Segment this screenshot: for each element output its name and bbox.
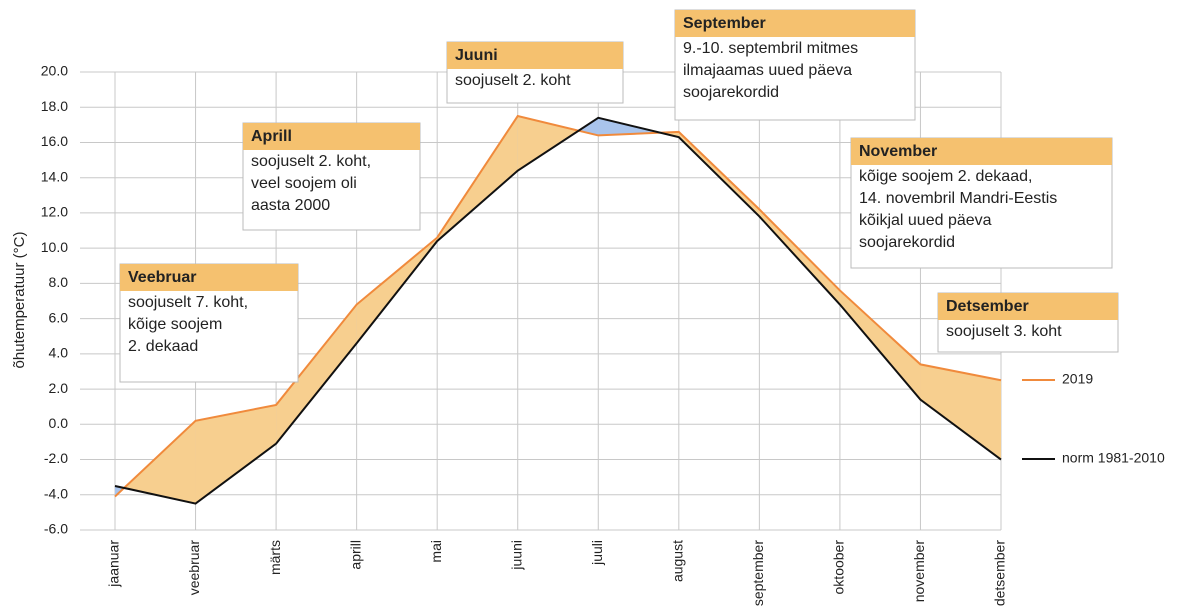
annotation-text: soojuselt 2. koht, — [251, 153, 371, 170]
annotation-text: soojuselt 7. koht, — [128, 294, 248, 311]
annotation-text: kõige soojem — [128, 316, 222, 333]
y-tick-label: 14.0 — [41, 168, 68, 184]
line-series — [114, 116, 1002, 505]
y-tick-label: 10.0 — [41, 239, 68, 255]
y-axis-label: õhutemperatuur (°C) — [11, 232, 28, 369]
y-tick-label: 8.0 — [49, 274, 69, 290]
legend-label: norm 1981-2010 — [1062, 450, 1165, 466]
y-tick-label: 2.0 — [49, 380, 69, 396]
annotation-text: aasta 2000 — [251, 197, 330, 214]
x-tick-label: juuli — [589, 540, 605, 566]
annotation-header — [938, 293, 1118, 320]
x-tick-label: detsember — [992, 540, 1008, 606]
annotation-text: soojarekordid — [859, 234, 955, 251]
x-tick-label: märts — [267, 540, 283, 575]
difference-area — [195, 404, 277, 504]
difference-area — [517, 116, 579, 171]
x-tick-label: september — [750, 540, 766, 606]
x-tick-label: mai — [428, 540, 444, 563]
x-tick-label: august — [670, 540, 686, 582]
x-tick-label: jaanuar — [106, 540, 122, 588]
annotation-text: 14. novembril Mandri-Eestis — [859, 190, 1057, 207]
y-tick-label: 20.0 — [41, 63, 68, 79]
annotation-title: Juuni — [455, 47, 498, 64]
legend-label: 2019 — [1062, 371, 1093, 387]
annotation-title: Detsember — [946, 298, 1029, 315]
y-tick-label: 6.0 — [49, 309, 69, 325]
annotation-text: 2. dekaad — [128, 338, 198, 355]
x-tick-label: juuni — [508, 540, 524, 571]
x-tick-label: aprill — [347, 540, 363, 570]
annotation-header — [851, 138, 1112, 165]
annotation-header — [447, 42, 623, 69]
annotation-text: kõige soojem 2. dekaad, — [859, 168, 1032, 185]
annotation-text: soojuselt 2. koht — [455, 72, 571, 89]
annotation-header — [675, 10, 915, 37]
annotation-title: September — [683, 15, 766, 32]
x-tick-label: veebruar — [186, 540, 202, 596]
annotation-title: Aprill — [251, 128, 292, 145]
y-tick-label: -4.0 — [44, 485, 68, 501]
annotation-title: November — [859, 143, 937, 160]
annotation-text: kõikjal uued päeva — [859, 212, 992, 229]
y-tick-label: 16.0 — [41, 133, 68, 149]
x-tick-label: oktoober — [831, 540, 847, 595]
difference-area — [839, 290, 921, 400]
difference-area — [920, 364, 1001, 460]
y-tick-label: 12.0 — [41, 204, 68, 220]
difference-area — [124, 420, 196, 504]
y-tick-label: -6.0 — [44, 521, 68, 537]
difference-area — [276, 304, 357, 444]
difference-area — [759, 209, 840, 305]
y-tick-label: 0.0 — [49, 415, 69, 431]
annotation-text: ilmajaamas uued päeva — [683, 62, 852, 79]
line-series — [114, 114, 1002, 498]
annotation-text: soojuselt 3. koht — [946, 323, 1062, 340]
x-tick-label: november — [911, 540, 927, 603]
annotation-text: veel soojem oli — [251, 175, 357, 192]
annotation-title: Veebruar — [128, 269, 196, 286]
annotation-text: soojarekordid — [683, 84, 779, 101]
y-tick-label: 18.0 — [41, 98, 68, 114]
y-tick-label: 4.0 — [49, 345, 69, 361]
annotation-text: 9.-10. septembril mitmes — [683, 40, 858, 57]
y-tick-label: -2.0 — [44, 450, 68, 466]
annotation-header — [120, 264, 298, 291]
annotation-header — [243, 123, 420, 150]
